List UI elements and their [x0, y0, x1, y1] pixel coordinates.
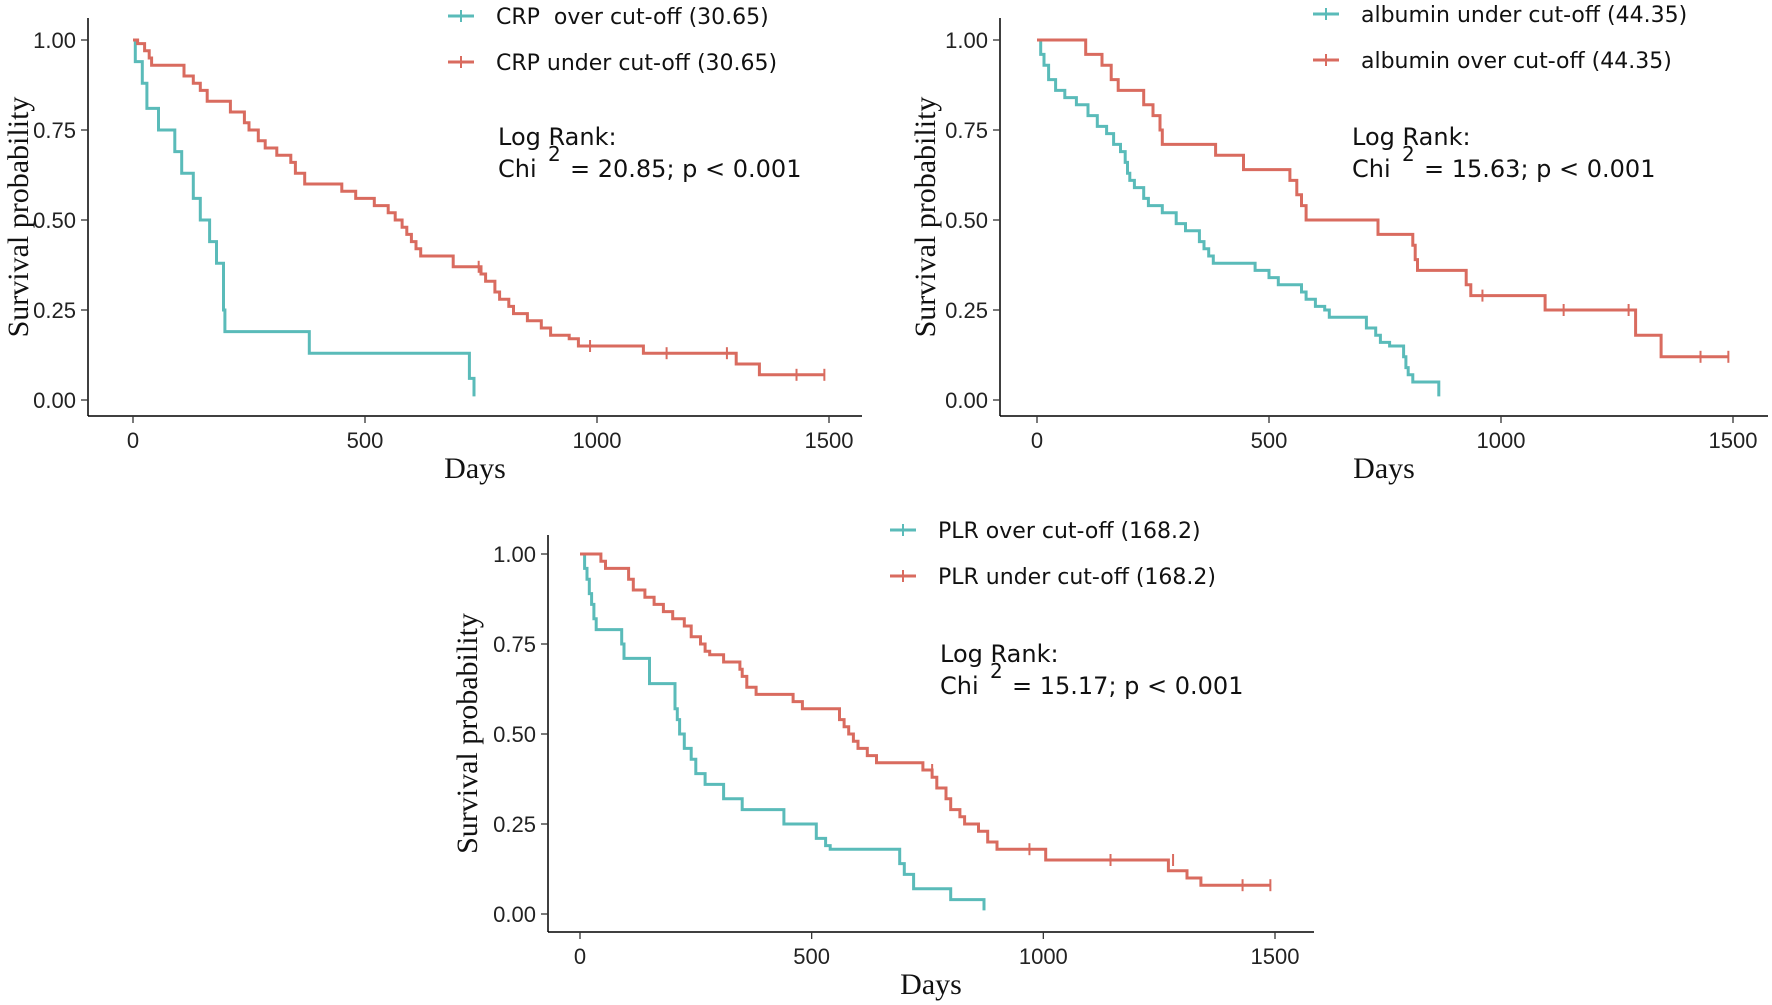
x-tick-label: 1500	[805, 428, 854, 453]
y-tick-label: 0.25	[33, 298, 76, 323]
x-tick-label: 1500	[1251, 944, 1300, 969]
y-tick-label: 1.00	[493, 542, 536, 567]
x-tick-label: 1000	[1477, 428, 1526, 453]
y-axis-title: Survival probability	[909, 97, 942, 338]
y-tick-label: 0.50	[493, 722, 536, 747]
x-tick-label: 1000	[1019, 944, 1068, 969]
chi-label: Chi	[498, 155, 537, 183]
legend-entry-1: CRP over cut-off (30.65)	[496, 5, 769, 30]
chi-stat-value: = 15.17; p < 0.001	[1012, 672, 1243, 700]
x-tick-label: 0	[127, 428, 139, 453]
x-axis-title: Days	[1353, 452, 1415, 485]
y-axis-title: Survival probability	[2, 97, 35, 338]
chi-superscript: 2	[548, 142, 561, 166]
chi-stat-value: = 15.63; p < 0.001	[1424, 155, 1655, 183]
km-curve-series-1	[580, 552, 986, 911]
x-tick-label: 500	[347, 428, 384, 453]
y-tick-label: 1.00	[33, 28, 76, 53]
km-panel-2: 0.00 0.25 0.50 0.75 1.00 0 500 1000 1500 Days Surv…	[909, 3, 1768, 485]
km-panel-3: 0.00 0.25 0.50 0.75 1.00 0 500 1000 1500 Days Surv…	[451, 519, 1314, 1001]
x-tick-label: 1500	[1709, 428, 1758, 453]
log-rank-label: Log Rank:	[1352, 123, 1471, 151]
y-tick-label: 0.75	[493, 632, 536, 657]
km-curve-series-2	[580, 552, 1271, 887]
x-tick-label: 500	[1251, 428, 1288, 453]
log-rank-label: Log Rank:	[498, 123, 617, 151]
y-tick-label: 0.25	[945, 298, 988, 323]
km-curve-series-2	[1037, 38, 1729, 359]
y-tick-label: 0.50	[33, 208, 76, 233]
chi-stat-value: = 20.85; p < 0.001	[570, 155, 801, 183]
x-tick-label: 0	[574, 944, 586, 969]
y-tick-label: 0.25	[493, 812, 536, 837]
legend-entry-1: PLR over cut-off (168.2)	[938, 519, 1201, 544]
km-panel-1: 0.00 0.25 0.50 0.75 1.00 0 500 1000 1500 Days Surv…	[2, 5, 862, 485]
y-axis-title: Survival probability	[451, 613, 484, 854]
x-tick-label: 0	[1031, 428, 1043, 453]
legend-entry-2: PLR under cut-off (168.2)	[938, 565, 1216, 590]
km-curve-series-1	[1037, 38, 1441, 397]
km-curve-series-1	[133, 38, 476, 397]
legend-entry-2: CRP under cut-off (30.65)	[496, 51, 777, 76]
log-rank-label: Log Rank:	[940, 640, 1059, 668]
x-tick-label: 1000	[573, 428, 622, 453]
y-tick-label: 1.00	[945, 28, 988, 53]
chi-superscript: 2	[990, 659, 1003, 683]
chi-label: Chi	[940, 672, 979, 700]
y-tick-label: 0.50	[945, 208, 988, 233]
km-curve-series-2	[133, 38, 825, 377]
y-tick-label: 0.75	[945, 118, 988, 143]
chi-superscript: 2	[1402, 142, 1415, 166]
y-tick-label: 0.00	[33, 388, 76, 413]
legend-entry-2: albumin over cut-off (44.35)	[1361, 49, 1672, 74]
legend-entry-1: albumin under cut-off (44.35)	[1361, 3, 1687, 28]
x-tick-label: 500	[793, 944, 830, 969]
y-tick-label: 0.00	[945, 388, 988, 413]
y-tick-label: 0.75	[33, 118, 76, 143]
x-axis-title: Days	[900, 968, 962, 1001]
chi-label: Chi	[1352, 155, 1391, 183]
y-tick-label: 0.00	[493, 902, 536, 927]
x-axis-title: Days	[444, 452, 506, 485]
